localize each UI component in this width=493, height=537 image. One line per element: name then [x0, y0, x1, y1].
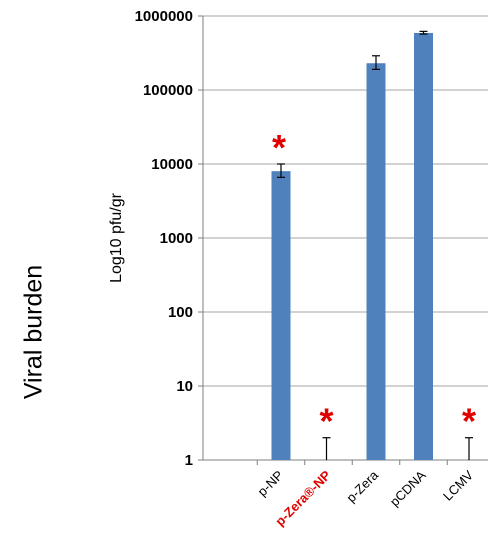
x-tick-label: p-Zera — [343, 467, 381, 505]
error-bars — [277, 30, 473, 460]
x-tick-labels: p-NPp-Zera®-NP p-Zera pCDNA LCMV — [255, 467, 477, 529]
significance-marker: * — [319, 401, 333, 442]
significance-markers: * * * — [272, 127, 476, 442]
y-tick-labels: 1 10 100 1000 10000 100000 1000000 — [135, 8, 193, 469]
y-tick-label: 100000 — [143, 82, 193, 99]
x-tick-label: pCDNA — [387, 467, 429, 509]
y-axis-label: Log10 pfu/gr — [108, 192, 125, 283]
significance-marker: * — [272, 127, 286, 168]
y-tick-label: 1000 — [160, 230, 193, 247]
x-tick-label: LCMV — [440, 467, 476, 503]
bars — [271, 32, 433, 461]
bar — [414, 32, 433, 461]
y-tick-label: 1 — [185, 452, 193, 469]
y-tick-label: 10 — [176, 378, 193, 395]
y-tick-label: 10000 — [151, 156, 193, 173]
bar — [271, 171, 291, 461]
bar — [366, 63, 386, 460]
axes — [198, 15, 488, 465]
gridlines — [203, 15, 488, 387]
y-tick-label: 100 — [168, 304, 193, 321]
x-tick-label: p-NP — [255, 468, 287, 500]
significance-marker: * — [462, 401, 476, 442]
y-tick-label: 1000000 — [135, 8, 193, 25]
